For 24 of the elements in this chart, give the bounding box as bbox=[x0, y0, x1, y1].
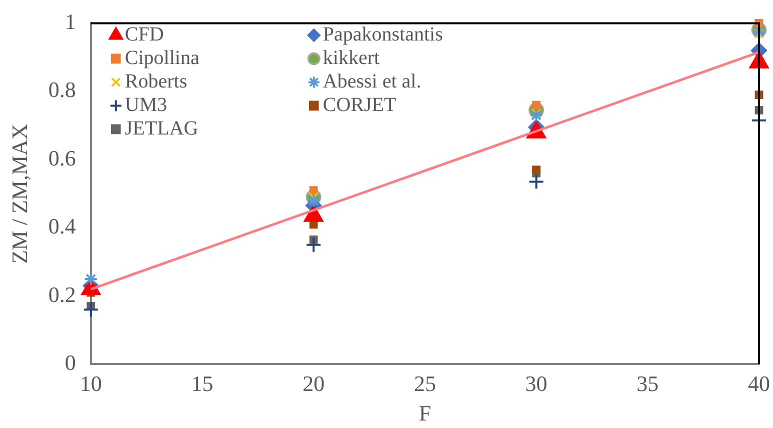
y-tick-label: 0.2 bbox=[48, 282, 76, 307]
y-tick-label: 1 bbox=[64, 8, 76, 34]
legend-label: Papakonstantis bbox=[322, 23, 444, 46]
legend-label: UM3 bbox=[124, 94, 168, 116]
y-axis-title: ZM / ZM,MAX bbox=[6, 124, 32, 264]
legend-label: JETLAG bbox=[124, 117, 198, 140]
y-tick-label: 0.4 bbox=[48, 214, 76, 239]
legend-label: Abessi et al. bbox=[322, 70, 422, 92]
legend-label: kikkert bbox=[322, 46, 380, 69]
x-tick-label: 15 bbox=[191, 371, 214, 396]
x-tick-label: 35 bbox=[636, 371, 659, 396]
y-tick-label: 0 bbox=[64, 350, 76, 375]
y-tick-label: 0.8 bbox=[48, 77, 76, 102]
y-tick-label: 0.6 bbox=[48, 145, 76, 170]
legend-label: CORJET bbox=[322, 94, 396, 116]
x-tick-label: 25 bbox=[414, 371, 436, 396]
x-tick-label: 20 bbox=[302, 371, 325, 396]
x-tick-label: 10 bbox=[80, 371, 102, 396]
x-tick-label: 30 bbox=[525, 371, 548, 396]
legend-label: CFD bbox=[124, 23, 164, 46]
x-tick-label: 40 bbox=[748, 371, 770, 396]
x-axis-title: F bbox=[418, 400, 432, 426]
legend-label: Cipollina bbox=[124, 46, 200, 69]
legend-label: Roberts bbox=[124, 70, 188, 92]
